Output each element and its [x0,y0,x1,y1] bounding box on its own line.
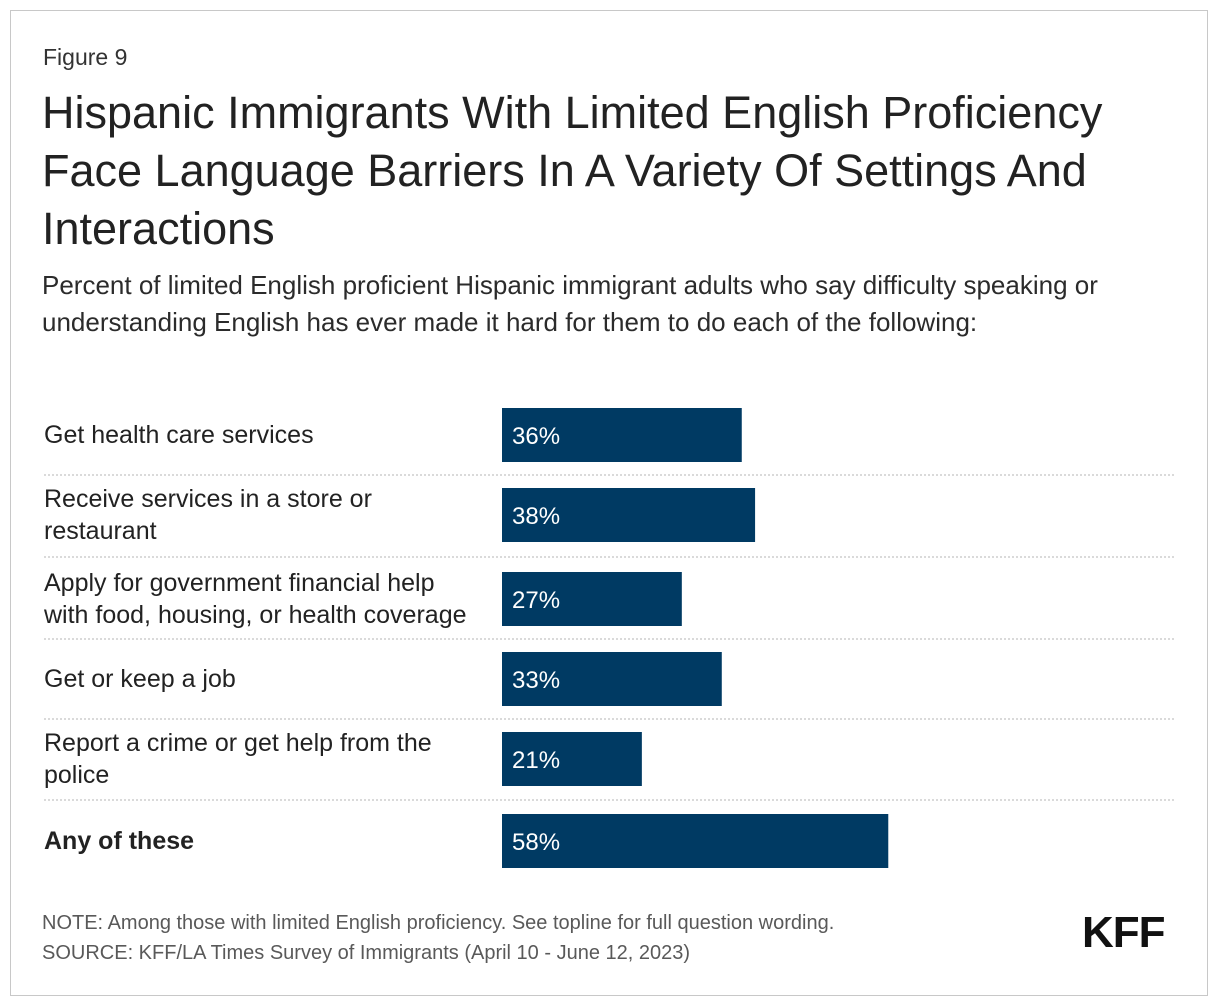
kff-logo: KFF [1082,908,1166,957]
bar [502,814,889,868]
value-label: 38% [512,503,560,530]
category-label: Get health care services [44,421,314,449]
category-label: Report a crime or get help from the [44,729,432,757]
category-label: Get or keep a job [44,665,236,693]
bar [502,732,642,786]
source-text: SOURCE: KFF/LA Times Survey of Immigrant… [42,942,691,964]
category-label: restaurant [44,517,157,545]
bar [502,572,682,626]
value-label: 58% [512,829,560,856]
category-label: with food, housing, or health coverage [43,601,467,629]
category-label: Any of these [44,827,194,855]
value-label: 27% [512,587,560,614]
bar [502,488,756,542]
figure-label: Figure 9 [43,44,128,70]
bar [502,652,722,706]
figure-frame [10,10,1208,996]
value-label: 36% [512,423,560,450]
bar [502,408,742,462]
value-label: 33% [512,667,560,694]
category-label: police [44,761,109,789]
value-label: 21% [512,747,560,774]
footer: NOTE: Among those with limited English p… [42,908,834,968]
category-label: Apply for government financial help [44,569,435,597]
chart-subtitle: Percent of limited English proficient Hi… [42,270,1098,337]
note-text: NOTE: Among those with limited English p… [42,912,835,934]
category-label: Receive services in a store or [44,485,372,513]
chart-title: Hispanic Immigrants With Limited English… [42,87,1103,254]
